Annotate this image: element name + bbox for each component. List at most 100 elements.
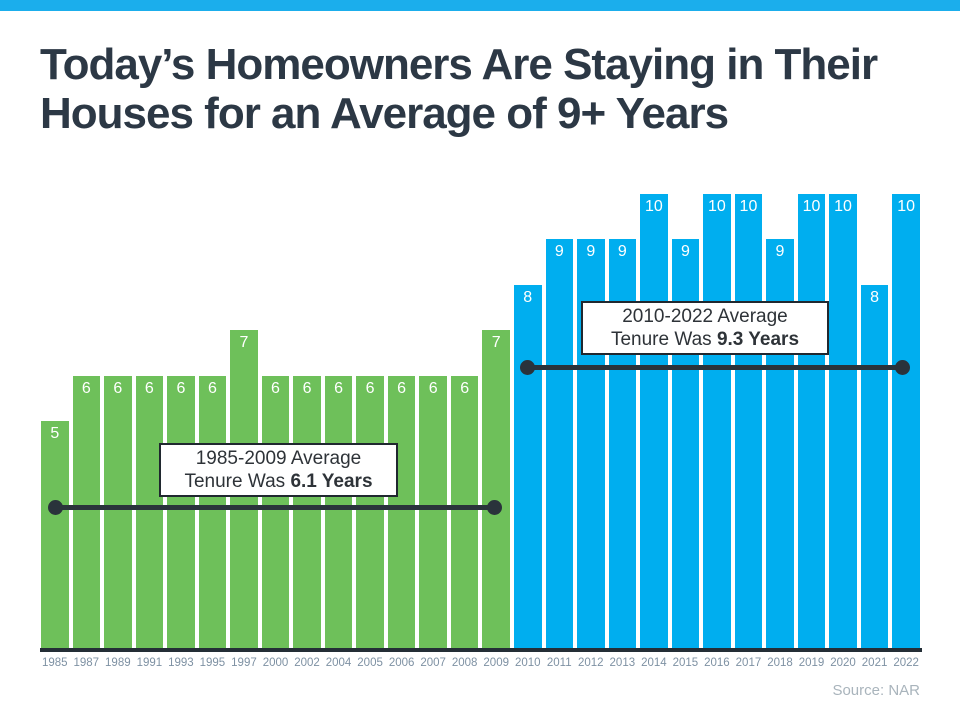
x-tick-label: 1985 <box>41 657 68 669</box>
bar-1987: 6 <box>72 375 101 648</box>
bar-value-label: 6 <box>207 379 217 397</box>
bar-slot: 9 <box>577 194 605 648</box>
x-axis-labels: 1985 1987 1989 1991 1993 1995 1997 2000 2002 2004… <box>41 656 920 670</box>
bar-2019: 10 <box>797 194 826 648</box>
bar-2011: 9 <box>545 239 574 648</box>
bar-value-label: 6 <box>365 379 375 397</box>
bar-1995: 6 <box>198 375 227 648</box>
bar-slot: 9 <box>608 194 637 648</box>
bar-2007: 6 <box>419 375 447 648</box>
bar-value-label: 10 <box>834 198 852 215</box>
bar-value-label: 5 <box>50 425 60 442</box>
bar-value-label: 10 <box>644 198 663 215</box>
x-tick-label: 2019 <box>798 657 825 669</box>
bar-value-label: 8 <box>523 288 533 306</box>
bar-slot: 7 <box>482 194 510 648</box>
x-tick-label: 2002 <box>294 657 320 669</box>
bar-2016: 10 <box>703 194 731 648</box>
bar-slot: 10 <box>703 194 731 648</box>
bar-slot: 6 <box>450 194 479 648</box>
bar-slot: 6 <box>72 194 101 648</box>
bar-value-label: 10 <box>739 198 758 215</box>
annotation-2010-2022-line2: Tenure Was 9.3 Years <box>589 328 821 351</box>
bar-slot: 8 <box>860 194 889 648</box>
bar-value-label: 6 <box>144 379 154 397</box>
x-tick-label: 1995 <box>199 657 226 669</box>
bar-slot: 5 <box>41 194 69 648</box>
annotation-1985-2009-line2: Tenure Was 6.1 Years <box>167 470 390 493</box>
bar-1991: 6 <box>135 375 164 648</box>
bar-slot: 6 <box>135 194 164 648</box>
x-tick-label: 2015 <box>672 657 699 669</box>
x-tick-label: 1993 <box>168 657 194 669</box>
bar-value-label: 9 <box>617 243 627 261</box>
bar-slot: 6 <box>167 194 195 648</box>
top-accent-bar <box>0 0 960 11</box>
bar-2010: 8 <box>513 284 542 648</box>
x-tick-label: 2011 <box>546 657 572 669</box>
bar-value-label: 6 <box>81 379 91 397</box>
annotation-1985-2009: 1985-2009 Average Tenure Was 6.1 Years <box>159 443 398 497</box>
x-tick-label: 2004 <box>325 657 352 669</box>
x-tick-label: 2021 <box>861 657 888 669</box>
x-tick-label: 1991 <box>136 657 163 669</box>
bar-slot: 10 <box>829 194 857 648</box>
bar-2005: 6 <box>356 375 384 648</box>
bar-slot: 10 <box>640 194 668 648</box>
bar-value-label: 6 <box>428 379 438 397</box>
page-title-line2: Houses for an Average of 9+ Years <box>40 89 729 138</box>
x-tick-label: 2017 <box>735 657 762 669</box>
x-tick-label: 2016 <box>704 657 730 669</box>
bar-value-label: 9 <box>775 243 785 261</box>
bar-value-label: 9 <box>680 243 690 261</box>
x-tick-label: 2013 <box>609 657 636 669</box>
bar-value-label: 10 <box>802 198 821 215</box>
annotation-1985-2009-line1: 1985-2009 Average <box>195 448 362 469</box>
annotation-2010-2022-line2-prefix: Tenure Was <box>610 329 717 350</box>
x-tick-label: 2008 <box>451 657 478 669</box>
bar-slot: 6 <box>324 194 353 648</box>
average-line-2010-2022 <box>520 360 910 375</box>
x-tick-label: 2005 <box>357 657 383 669</box>
bar-2022: 10 <box>892 194 920 648</box>
x-tick-label: 2010 <box>514 657 541 669</box>
x-tick-label: 2000 <box>262 657 289 669</box>
x-tick-label: 2020 <box>830 657 856 669</box>
bar-2006: 6 <box>387 375 416 648</box>
x-tick-label: 2018 <box>767 657 793 669</box>
bar-2008: 6 <box>450 375 479 648</box>
bar-slot: 6 <box>198 194 227 648</box>
x-tick-label: 2014 <box>641 657 667 669</box>
bar-slot: 6 <box>293 194 321 648</box>
page-title-line1: Today’s Homeowners Are Staying in Their <box>40 40 878 89</box>
bar-value-label: 7 <box>491 334 501 352</box>
bar-1985: 5 <box>41 421 69 648</box>
x-tick-label: 2006 <box>388 657 415 669</box>
bar-2004: 6 <box>324 375 353 648</box>
bar-value-label: 8 <box>870 288 880 306</box>
bar-1993: 6 <box>167 375 195 648</box>
bar-slot: 6 <box>261 194 290 648</box>
bar-value-label: 6 <box>302 379 312 397</box>
bar-value-label: 6 <box>113 379 123 397</box>
bar-2000: 6 <box>261 375 290 648</box>
x-tick-label: 1997 <box>231 657 257 669</box>
bar-value-label: 6 <box>176 379 186 397</box>
average-line-1985-2009 <box>48 500 502 515</box>
bar-slot: 10 <box>892 194 920 648</box>
bar-slot: 6 <box>356 194 384 648</box>
annotation-2010-2022: 2010-2022 Average Tenure Was 9.3 Years <box>581 301 829 355</box>
annotation-1985-2009-line2-prefix: Tenure Was <box>184 471 291 492</box>
bar-value-label: 10 <box>897 198 915 215</box>
source-attribution: Source: NAR <box>832 682 920 699</box>
bar-value-label: 6 <box>271 379 280 397</box>
bar-value-label: 9 <box>586 243 596 261</box>
bar-slot: 9 <box>671 194 700 648</box>
bar-value-label: 6 <box>460 379 470 397</box>
annotation-2010-2022-line2-value: 9.3 Years <box>716 329 800 350</box>
bar-2017: 10 <box>734 194 763 648</box>
bar-value-label: 6 <box>397 379 407 397</box>
bar-slot: 6 <box>419 194 447 648</box>
x-tick-label: 2022 <box>893 657 919 669</box>
